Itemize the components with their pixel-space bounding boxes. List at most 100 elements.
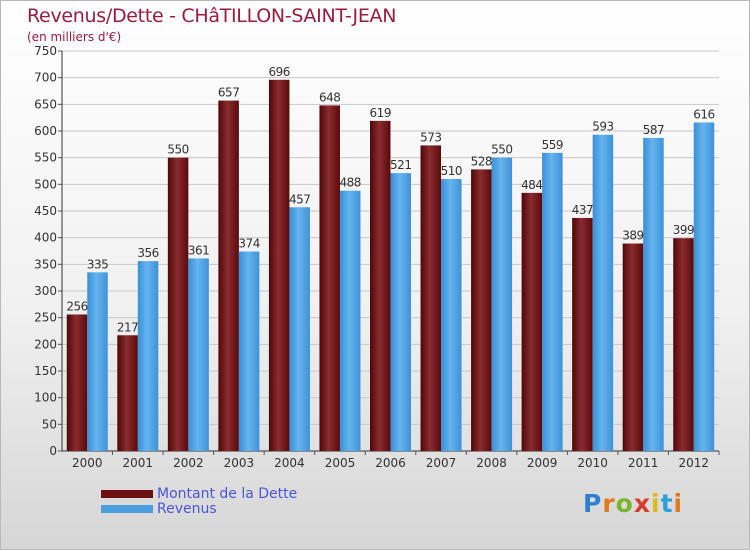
dette-bar — [572, 217, 593, 451]
revenus-value-label: 521 — [390, 158, 411, 172]
dette-value-label: 550 — [167, 143, 188, 157]
x-tick-label: 2009 — [527, 456, 558, 470]
revenus-bar — [289, 207, 310, 451]
chart-title: Revenus/Dette - CHâTILLON-SAINT-JEAN — [27, 5, 397, 27]
dette-value-label: 389 — [622, 229, 643, 243]
revenus-value-label: 550 — [491, 143, 512, 157]
dette-bar — [319, 105, 340, 452]
y-tick-label: 250 — [34, 311, 57, 325]
dette-value-label: 648 — [319, 90, 340, 104]
revenus-bar — [390, 173, 411, 451]
x-tick-label: 2010 — [577, 456, 608, 470]
dette-value-label: 619 — [370, 106, 391, 120]
x-tick-label: 2007 — [426, 456, 457, 470]
dette-bar — [471, 169, 492, 451]
x-tick-label: 2005 — [325, 456, 356, 470]
revenus-value-label: 559 — [542, 138, 563, 152]
proxiti-logo: Proxiti — [583, 489, 683, 518]
y-tick-label: 0 — [49, 444, 57, 458]
x-tick-label: 2004 — [274, 456, 305, 470]
revenus-value-label: 510 — [441, 164, 462, 178]
revenus-value-label: 374 — [238, 237, 259, 251]
dette-bar — [167, 157, 189, 451]
brand-letter: x — [633, 489, 651, 518]
revenus-value-label: 356 — [137, 246, 158, 260]
brand-letter: i — [673, 489, 684, 518]
revenus-value-label: 457 — [289, 192, 310, 206]
dette-value-label: 657 — [218, 86, 239, 100]
brand-letter: i — [651, 489, 661, 518]
revenus-bar — [491, 157, 513, 451]
y-tick-label: 350 — [34, 257, 57, 271]
y-tick-label: 300 — [34, 284, 57, 298]
revenus-value-label: 587 — [643, 123, 664, 137]
x-tick-label: 2012 — [678, 456, 709, 470]
x-tick-label: 2001 — [123, 456, 154, 470]
brand-letter: t — [660, 489, 674, 518]
chart-legend: Montant de la Dette Revenus — [101, 485, 298, 517]
dette-bar — [218, 100, 239, 451]
revenus-value-label: 616 — [693, 107, 714, 121]
dette-bar — [521, 192, 543, 451]
revenus-bar — [238, 251, 260, 451]
dette-value-label: 528 — [471, 154, 492, 168]
revenus-bar — [693, 122, 715, 451]
revenus-bar — [339, 190, 361, 451]
x-tick-label: 2008 — [476, 456, 507, 470]
y-tick-label: 550 — [34, 151, 57, 165]
legend-label-dette: Montant de la Dette — [157, 485, 298, 502]
y-tick-label: 400 — [34, 231, 57, 245]
dette-bar — [66, 314, 88, 451]
revenus-bar — [137, 261, 159, 451]
brand-letter: P — [583, 489, 603, 518]
revenus-value-label: 335 — [87, 257, 108, 271]
brand-letter: o — [615, 489, 634, 518]
legend-swatch-dette — [101, 489, 153, 498]
legend-label-revenus: Revenus — [157, 500, 217, 517]
x-tick-label: 2003 — [224, 456, 255, 470]
y-tick-label: 100 — [34, 391, 57, 405]
revenus-bar — [188, 258, 209, 451]
dette-value-label: 217 — [117, 320, 138, 334]
y-tick-label: 50 — [42, 417, 57, 431]
revenus-value-label: 488 — [340, 176, 361, 190]
y-tick-label: 700 — [34, 71, 57, 85]
y-tick-label: 600 — [34, 124, 57, 138]
legend-item-revenus: Revenus — [101, 500, 297, 517]
chart-subtitle: (en milliers d'€) — [27, 30, 122, 44]
dette-bar — [622, 243, 644, 451]
x-tick-label: 2002 — [173, 456, 204, 470]
x-tick-label: 2011 — [628, 456, 659, 470]
dette-bar — [370, 120, 391, 451]
brand-letter: r — [602, 489, 616, 518]
y-tick-label: 500 — [34, 177, 57, 191]
dette-value-label: 573 — [420, 130, 441, 144]
dette-bar — [420, 145, 442, 451]
legend-swatch-revenus — [101, 504, 153, 513]
dette-value-label: 484 — [521, 178, 542, 192]
y-tick-label: 750 — [34, 44, 57, 58]
dette-bar — [268, 79, 290, 452]
y-tick-label: 150 — [34, 364, 57, 378]
dette-value-label: 437 — [572, 203, 593, 217]
x-tick-label: 2000 — [72, 456, 103, 470]
dette-value-label: 696 — [268, 65, 289, 79]
x-tick-label: 2006 — [375, 456, 406, 470]
dette-bar — [117, 335, 138, 451]
revenus-bar — [592, 134, 614, 451]
revenus-bar — [542, 152, 563, 451]
dette-value-label: 399 — [673, 223, 694, 237]
y-tick-label: 450 — [34, 204, 57, 218]
dette-value-label: 256 — [66, 299, 87, 313]
revenus-bar — [441, 179, 462, 451]
y-tick-label: 650 — [34, 97, 57, 111]
revenus-value-label: 361 — [188, 243, 209, 257]
revenus-value-label: 593 — [592, 120, 613, 134]
dette-bar — [673, 238, 694, 451]
legend-item-dette: Montant de la Dette — [101, 485, 298, 502]
revenus-bar — [87, 272, 108, 451]
y-tick-label: 200 — [34, 337, 57, 351]
revenus-bar — [643, 137, 664, 451]
